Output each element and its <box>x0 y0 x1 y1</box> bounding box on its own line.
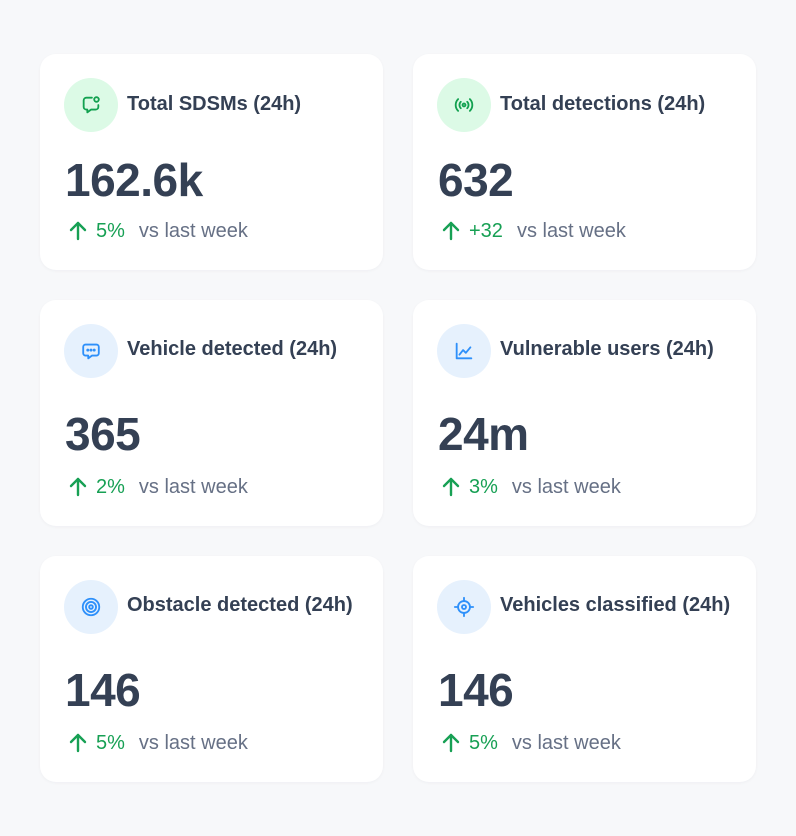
stat-title: Total SDSMs (24h) <box>127 93 302 115</box>
target-icon <box>64 580 118 634</box>
stat-compare-label: vs last week <box>138 220 248 242</box>
stat-value: 24m <box>438 408 529 460</box>
arrow-up-icon <box>69 733 87 753</box>
stat-title: Obstacle detected (24h) <box>127 594 353 616</box>
stat-card-total-sdsms[interactable]: Total SDSMs (24h) 162.6k 5% vs last week <box>40 54 383 270</box>
stat-title: Vehicles classified (24h) <box>500 594 731 616</box>
stat-compare-label: vs last week <box>511 732 621 754</box>
stat-trend: +32 vs last week <box>439 219 626 243</box>
stat-card-obstacle-detected[interactable]: Obstacle detected (24h) 146 5% vs last w… <box>40 556 383 782</box>
stat-title: Total detections (24h) <box>500 93 706 115</box>
stat-value: 146 <box>65 664 141 716</box>
stat-card-total-detections[interactable]: Total detections (24h) 632 +32 vs last w… <box>413 54 756 270</box>
crosshair-icon <box>437 580 491 634</box>
signal-icon <box>437 78 491 132</box>
stat-title: Vulnerable users (24h) <box>500 338 714 360</box>
arrow-up-icon <box>442 733 460 753</box>
stat-delta: 5% <box>96 220 125 242</box>
stat-compare-label: vs last week <box>138 476 248 498</box>
line-chart-icon <box>437 324 491 378</box>
stat-card-header: Total SDSMs (24h) <box>64 78 359 132</box>
stat-compare-label: vs last week <box>511 476 621 498</box>
arrow-up-icon <box>69 477 87 497</box>
stat-delta: 3% <box>469 476 498 498</box>
stat-value: 632 <box>438 154 514 206</box>
stat-delta: 5% <box>96 732 125 754</box>
stat-card-header: Total detections (24h) <box>437 78 732 132</box>
stat-value: 146 <box>438 664 514 716</box>
stat-card-header: Vehicle detected (24h) <box>64 324 359 378</box>
stat-value: 365 <box>65 408 141 460</box>
stats-grid: Total SDSMs (24h) 162.6k 5% vs last week… <box>40 54 756 782</box>
stat-trend: 5% vs last week <box>66 219 248 243</box>
arrow-up-icon <box>442 221 460 241</box>
stat-card-vehicle-detected[interactable]: Vehicle detected (24h) 365 2% vs last we… <box>40 300 383 526</box>
message-pin-icon <box>64 78 118 132</box>
arrow-up-icon <box>69 221 87 241</box>
stat-trend: 5% vs last week <box>439 731 621 755</box>
stat-trend: 2% vs last week <box>66 475 248 499</box>
stat-card-vehicles-classified[interactable]: Vehicles classified (24h) 146 5% vs last… <box>413 556 756 782</box>
stat-card-header: Vehicles classified (24h) <box>437 580 732 634</box>
stat-card-header: Obstacle detected (24h) <box>64 580 359 634</box>
stat-delta: 5% <box>469 732 498 754</box>
stat-delta: 2% <box>96 476 125 498</box>
stat-delta: +32 <box>469 220 503 242</box>
stat-trend: 5% vs last week <box>66 731 248 755</box>
stat-compare-label: vs last week <box>516 220 626 242</box>
stat-card-header: Vulnerable users (24h) <box>437 324 732 378</box>
chat-dots-icon <box>64 324 118 378</box>
stat-trend: 3% vs last week <box>439 475 621 499</box>
arrow-up-icon <box>442 477 460 497</box>
stat-title: Vehicle detected (24h) <box>127 338 338 360</box>
stat-card-vulnerable-users[interactable]: Vulnerable users (24h) 24m 3% vs last we… <box>413 300 756 526</box>
stat-compare-label: vs last week <box>138 732 248 754</box>
stat-value: 162.6k <box>65 154 203 206</box>
